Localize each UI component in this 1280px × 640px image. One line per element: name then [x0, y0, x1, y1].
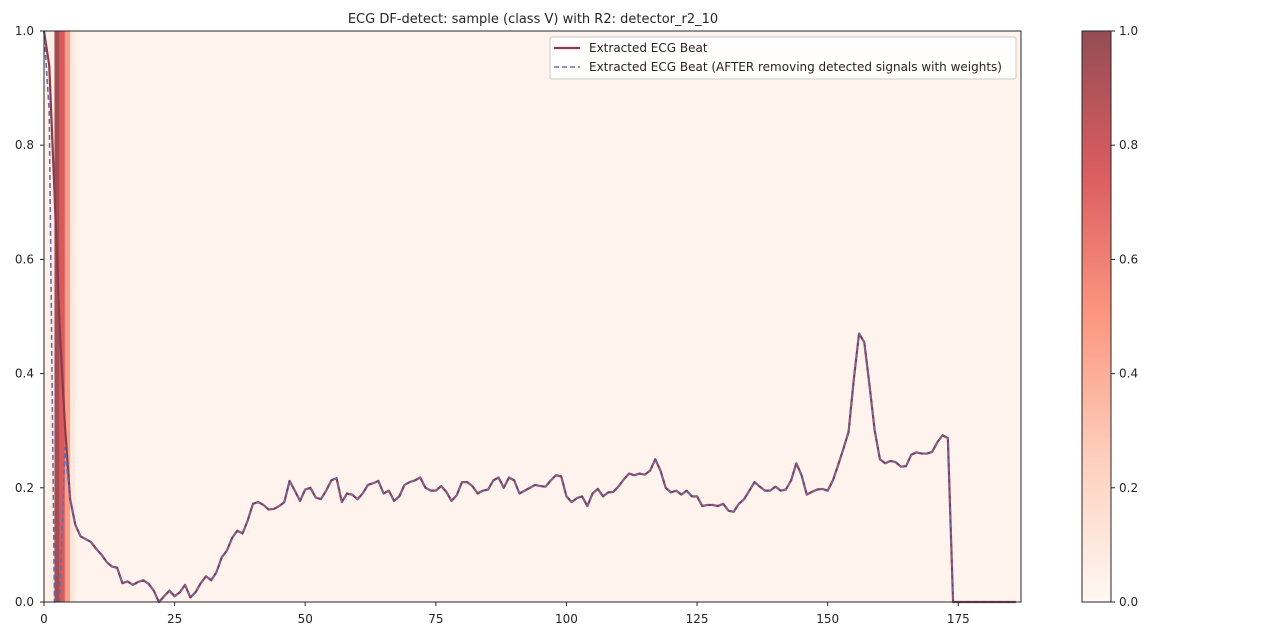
colorbar-tick-label: 0.4: [1119, 367, 1138, 381]
x-tick-label: 0: [40, 612, 48, 626]
series-group: [42, 30, 1016, 604]
colorbar-tick-label: 0.6: [1119, 252, 1138, 266]
x-tick-label: 150: [816, 612, 839, 626]
x-tick-label: 75: [428, 612, 443, 626]
x-tick-label: 25: [167, 612, 182, 626]
weight-band: [54, 31, 60, 602]
weight-band: [44, 31, 50, 602]
y-tick-label: 0.2: [15, 481, 34, 495]
series-line-2: [43, 30, 1016, 603]
weight-band: [49, 31, 55, 602]
chart-title: ECG DF-detect: sample (class V) with R2:…: [348, 12, 718, 27]
colorbar-tick-label: 1.0: [1119, 24, 1138, 38]
colorbar-tick-label: 0.0: [1119, 595, 1138, 609]
legend-label-1: Extracted ECG Beat: [589, 41, 708, 55]
y-tick-label: 0.8: [15, 138, 34, 152]
y-tick-label: 0.0: [15, 595, 34, 609]
x-tick-label: 125: [686, 612, 709, 626]
plot-background: [44, 31, 1021, 602]
y-tick-label: 1.0: [15, 24, 34, 38]
colorbar-tick-label: 0.8: [1119, 138, 1138, 152]
y-tick-label: 0.6: [15, 252, 34, 266]
weight-bands: [44, 31, 76, 602]
colorbar-tick-label: 0.2: [1119, 481, 1138, 495]
colorbar-ticks: 0.0 0.2 0.4 0.6 0.8 1.0: [1111, 24, 1138, 609]
plot-area: [42, 30, 1022, 604]
legend: Extracted ECG Beat Extracted ECG Beat (AF…: [549, 36, 1017, 80]
colorbar: 0.0 0.2 0.4 0.6 0.8 1.0: [1081, 24, 1138, 609]
colorbar-gradient-bar: [1081, 30, 1112, 603]
x-axis: 0 25 50 75 100 125 150 175: [40, 602, 970, 626]
y-tick-label: 0.4: [15, 367, 34, 381]
weight-band: [70, 31, 76, 602]
legend-box: [549, 36, 1017, 80]
legend-label-2: Extracted ECG Beat (AFTER removing detec…: [589, 60, 1002, 74]
weight-band: [64, 31, 71, 602]
x-tick-label: 50: [298, 612, 313, 626]
plot-frame: [43, 30, 1022, 603]
x-tick-label: 100: [555, 612, 578, 626]
x-tick-label: 175: [947, 612, 970, 626]
weight-band: [59, 31, 65, 602]
legend-entries: Extracted ECG Beat Extracted ECG Beat (AF…: [554, 41, 1002, 74]
y-axis: 0.0 0.2 0.4 0.6 0.8 1.0: [15, 24, 44, 609]
